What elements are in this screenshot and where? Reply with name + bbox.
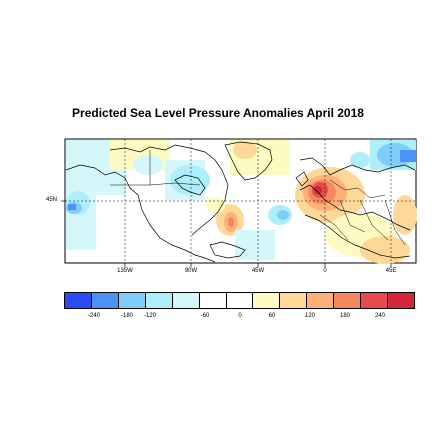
- colorbar-cell: [387, 292, 415, 309]
- colorbar-cell: [225, 292, 254, 309]
- colorbar-cell: [64, 292, 92, 309]
- lon-label-45e: 45E: [385, 268, 397, 274]
- colorbar-tick-label: -120: [143, 313, 157, 319]
- colorbar: [64, 292, 415, 309]
- lon-label-135w: 135W: [117, 268, 133, 274]
- colorbar-cell: [117, 292, 146, 309]
- anomaly-shading: [66, 140, 417, 264]
- colorbar-cell: [144, 292, 173, 309]
- lon-label-90w: 90W: [184, 268, 198, 274]
- colorbar-tick-label: 0: [238, 313, 242, 319]
- colorbar-cell: [252, 292, 281, 309]
- colorbar-tick-label: 120: [304, 313, 316, 319]
- colorbar-tick-label: -180: [120, 313, 134, 319]
- colorbar-tick-label: 60: [268, 313, 276, 319]
- colorbar-cell: [333, 292, 362, 309]
- colorbar-tick-label: 180: [339, 313, 351, 319]
- graticule: [65, 139, 416, 263]
- colorbar-cell: [306, 292, 335, 309]
- borders: [110, 150, 406, 246]
- colorbar-tick-label: 240: [374, 313, 386, 319]
- colorbar-cell: [171, 292, 200, 309]
- colorbar-cell: [90, 292, 119, 309]
- lon-label-45w: 45W: [251, 268, 265, 274]
- colorbar-tick-label: -240: [87, 313, 101, 319]
- colorbar-tick-label: -60: [200, 313, 210, 319]
- lat-label-45n: 45N: [46, 197, 58, 203]
- colorbar-cell: [360, 292, 389, 309]
- map-title: Predicted Sea Level Pressure Anomalies A…: [72, 106, 364, 120]
- colorbar-cell: [198, 292, 227, 309]
- coastlines: [65, 141, 416, 263]
- colorbar-cell: [279, 292, 308, 309]
- tick-marks: [61, 200, 392, 267]
- lon-label-0: 0: [323, 268, 327, 274]
